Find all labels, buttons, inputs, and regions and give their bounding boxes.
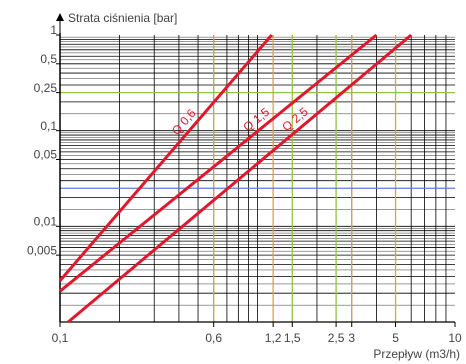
series-label: Q 1,5 [241,105,273,135]
x-tick-label: 1,5 [284,331,301,345]
series-line [58,34,273,282]
y-tick-label: 0,1 [40,119,57,133]
series-line [59,33,378,293]
y-tick-label: 0,01 [34,215,58,229]
y-tick-label: 0,5 [40,52,57,66]
y-tick-label: 1 [50,23,57,37]
x-tick-label: 0,1 [52,331,69,345]
x-tick-label: 3 [348,331,355,345]
x-tick-label: 1,2 [265,331,282,345]
x-tick-label: 5 [392,331,399,345]
x-axis-label: Przepływ (m3/h) [373,347,460,361]
x-tick-label: 2,5 [328,331,345,345]
series-line [67,33,413,324]
y-tick-label: 0,25 [34,81,58,95]
y-axis-label: Strata ciśnienia [bar] [68,11,177,25]
y-tick-label: 0,05 [34,148,58,162]
y-axis-arrow [56,13,64,21]
x-tick-label: 0,6 [205,331,222,345]
y-tick-label: 0,005 [27,243,57,257]
x-tick-label: 10 [448,331,462,345]
